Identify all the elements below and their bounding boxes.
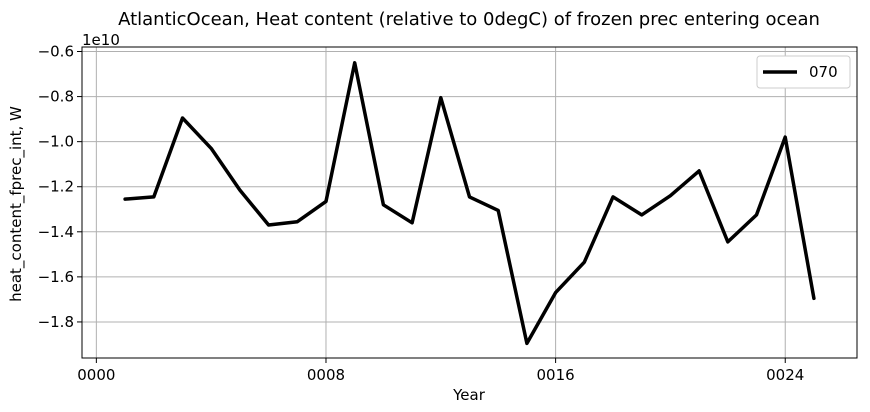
series-layer	[123, 61, 816, 346]
axis-ticks: 0000 0008 0016 0024 −1.8 −1.6 −1.4 −1.2 −1.0 −0.8…	[38, 43, 805, 384]
y-tick-label: −1.6	[38, 268, 74, 286]
chart-title: AtlanticOcean, Heat content (relative to…	[118, 9, 820, 30]
data-point	[554, 291, 557, 294]
x-tick-label: 0016	[537, 366, 575, 384]
y-tick-label: −0.6	[38, 43, 74, 61]
data-point	[697, 169, 701, 173]
x-tick-label: 0024	[766, 366, 804, 384]
data-point	[324, 200, 328, 203]
data-point	[410, 221, 414, 224]
data-point	[784, 135, 787, 139]
x-axis-label: Year	[452, 386, 486, 404]
data-point	[640, 213, 643, 217]
data-point	[669, 194, 672, 197]
data-point	[382, 203, 385, 206]
data-point	[525, 342, 529, 345]
y-tick-label: −1.0	[38, 133, 74, 151]
data-point	[209, 147, 213, 150]
data-point	[123, 197, 127, 201]
data-point	[296, 220, 299, 223]
y-tick-label: −1.8	[38, 313, 74, 331]
data-point	[755, 213, 758, 217]
data-point	[181, 116, 184, 120]
data-point	[468, 195, 471, 199]
data-point	[238, 188, 242, 192]
data-point	[353, 61, 356, 64]
data-point	[726, 240, 730, 244]
data-point	[611, 195, 615, 199]
plot-frame	[81, 46, 858, 359]
data-point	[812, 297, 816, 300]
data-point	[267, 223, 270, 227]
legend-box	[756, 55, 851, 89]
x-tick-label: 0008	[307, 366, 345, 384]
data-point	[497, 209, 500, 212]
data-point	[152, 195, 155, 199]
y-tick-label: −1.2	[38, 178, 74, 196]
legend: 070	[756, 55, 851, 89]
data-point	[583, 261, 586, 264]
y-tick-label: −1.4	[38, 223, 74, 241]
legend-label: 070	[809, 63, 838, 81]
grid-lines	[82, 47, 857, 358]
data-point	[439, 96, 442, 99]
x-tick-label: 0000	[77, 366, 115, 384]
y-tick-label: −0.8	[38, 88, 74, 106]
series-line	[123, 61, 816, 346]
y-offset-label: 1e10	[82, 31, 120, 49]
y-axis-label: heat_content_fprec_int, W	[7, 106, 26, 302]
